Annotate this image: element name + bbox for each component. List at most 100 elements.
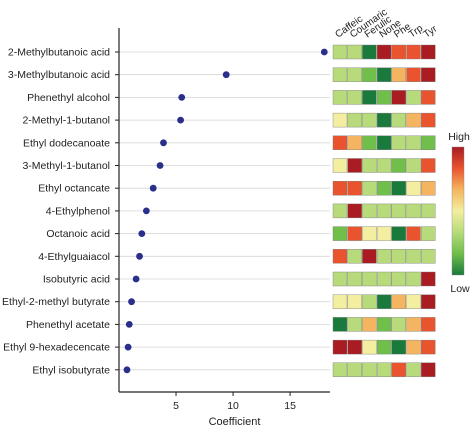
- heatmap-cell: [347, 158, 362, 173]
- heatmap-cell: [421, 339, 436, 355]
- heatmap-cell: [391, 317, 406, 332]
- heatmap-cell: [347, 362, 362, 377]
- legend-colorbar: [451, 146, 465, 276]
- heatmap-cell: [362, 317, 377, 332]
- heatmap-cell: [332, 294, 348, 309]
- heatmap-cell: [347, 203, 362, 219]
- heatmap-cell: [347, 226, 362, 241]
- heatmap-cell: [332, 180, 348, 196]
- data-point: [149, 184, 157, 192]
- heatmap-cell: [421, 317, 436, 332]
- heatmap-cell: [332, 44, 348, 60]
- heatmap-cell: [347, 180, 362, 196]
- heatmap-cell: [362, 135, 377, 151]
- legend-high-label: High: [448, 131, 470, 143]
- legend-low-label: Low: [450, 283, 470, 295]
- heatmap-cell: [376, 180, 392, 196]
- heatmap-cell: [347, 339, 362, 355]
- heatmap-cell: [376, 317, 392, 332]
- heatmap-cell: [332, 362, 348, 377]
- heatmap-cell: [406, 44, 421, 60]
- heatmap-cell: [391, 67, 406, 82]
- heatmap-cell: [421, 294, 436, 309]
- data-point: [132, 275, 140, 283]
- heatmap-cell: [347, 44, 362, 60]
- data-point: [124, 343, 132, 351]
- compound-label: Phenethyl alcohol: [27, 92, 110, 104]
- heatmap-cell: [362, 180, 377, 196]
- data-point: [156, 162, 164, 169]
- heatmap-cell: [391, 180, 406, 196]
- heatmap-cell: [347, 294, 362, 309]
- compound-label: Ethyl 9-hexadecencate: [3, 342, 110, 354]
- heatmap-cell: [391, 271, 406, 287]
- heatmap-cell: [421, 180, 436, 196]
- heatmap-cell: [391, 249, 406, 264]
- heatmap-column-label: Tyr: [422, 23, 440, 40]
- heatmap-cell: [406, 158, 421, 173]
- heatmap-cell: [332, 249, 348, 264]
- heatmap-cell: [347, 90, 362, 105]
- compound-label: Isobutyric acid: [43, 274, 110, 286]
- heatmap-cell: [391, 90, 406, 105]
- heatmap-cell: [421, 271, 436, 287]
- compound-label: Ethyl isobutyrate: [32, 364, 110, 376]
- compound-label: Ethyl-2-methyl butyrate: [2, 296, 110, 308]
- compound-label: Phenethyl acetate: [26, 319, 110, 331]
- heatmap-cell: [421, 67, 436, 82]
- heatmap-cell: [421, 362, 436, 377]
- heatmap-cell: [406, 317, 421, 332]
- heatmap-cell: [376, 158, 392, 173]
- compound-label: 4-Ethylphenol: [46, 205, 110, 217]
- heatmap-cell: [406, 135, 421, 151]
- x-tick-label: 5: [173, 400, 179, 412]
- heatmap-cell: [406, 180, 421, 196]
- compound-label: 3-Methylbutanoic acid: [8, 69, 110, 81]
- data-point: [177, 116, 184, 124]
- heatmap-cell: [362, 362, 377, 377]
- data-point: [128, 298, 135, 306]
- heatmap-cell: [347, 135, 362, 151]
- heatmap-cell: [391, 339, 406, 355]
- heatmap-cell: [362, 90, 377, 105]
- x-tick-label: 15: [284, 400, 296, 412]
- data-point: [125, 321, 133, 328]
- heatmap-cell: [391, 203, 406, 219]
- heatmap-cell: [332, 203, 348, 219]
- heatmap-cell: [391, 44, 406, 60]
- heatmap-cell: [421, 44, 436, 60]
- compound-label: Ethyl dodecanoate: [23, 137, 110, 149]
- heatmap-cell: [332, 135, 348, 151]
- heatmap-cell: [421, 226, 436, 241]
- data-point: [320, 48, 328, 56]
- compound-label: Ethyl octancate: [38, 183, 110, 195]
- heatmap-cell: [421, 90, 436, 105]
- heatmap-cell: [362, 203, 377, 219]
- data-point: [136, 252, 143, 260]
- heatmap-cell: [391, 112, 406, 128]
- compound-label: 3-Methyl-1-butanol: [22, 160, 110, 172]
- heatmap-cell: [406, 339, 421, 355]
- data-point: [123, 366, 131, 374]
- compound-label: 2-Methyl-1-butanol: [22, 115, 110, 127]
- heatmap-cell: [362, 249, 377, 264]
- heatmap-cell: [332, 339, 348, 355]
- heatmap-cell: [332, 226, 348, 241]
- heatmap-cell: [406, 249, 421, 264]
- heatmap-cell: [376, 226, 392, 241]
- compound-label: 4-Ethylguaiacol: [38, 251, 110, 263]
- heatmap-cell: [362, 271, 377, 287]
- heatmap-cell: [332, 158, 348, 173]
- heatmap-cell: [376, 112, 392, 128]
- heatmap-cell: [421, 112, 436, 128]
- heatmap-cell: [332, 67, 348, 82]
- heatmap-cell: [376, 249, 392, 264]
- color-legend: High Low: [448, 131, 470, 295]
- heatmap-cell: [362, 44, 377, 60]
- data-point: [160, 139, 167, 147]
- heatmap-cell: [376, 67, 392, 82]
- dot-plot: 5 10 15 Coefficient 2-Methylbutanoic acid 3-M…: [2, 28, 330, 428]
- heatmap-cell: [406, 90, 421, 105]
